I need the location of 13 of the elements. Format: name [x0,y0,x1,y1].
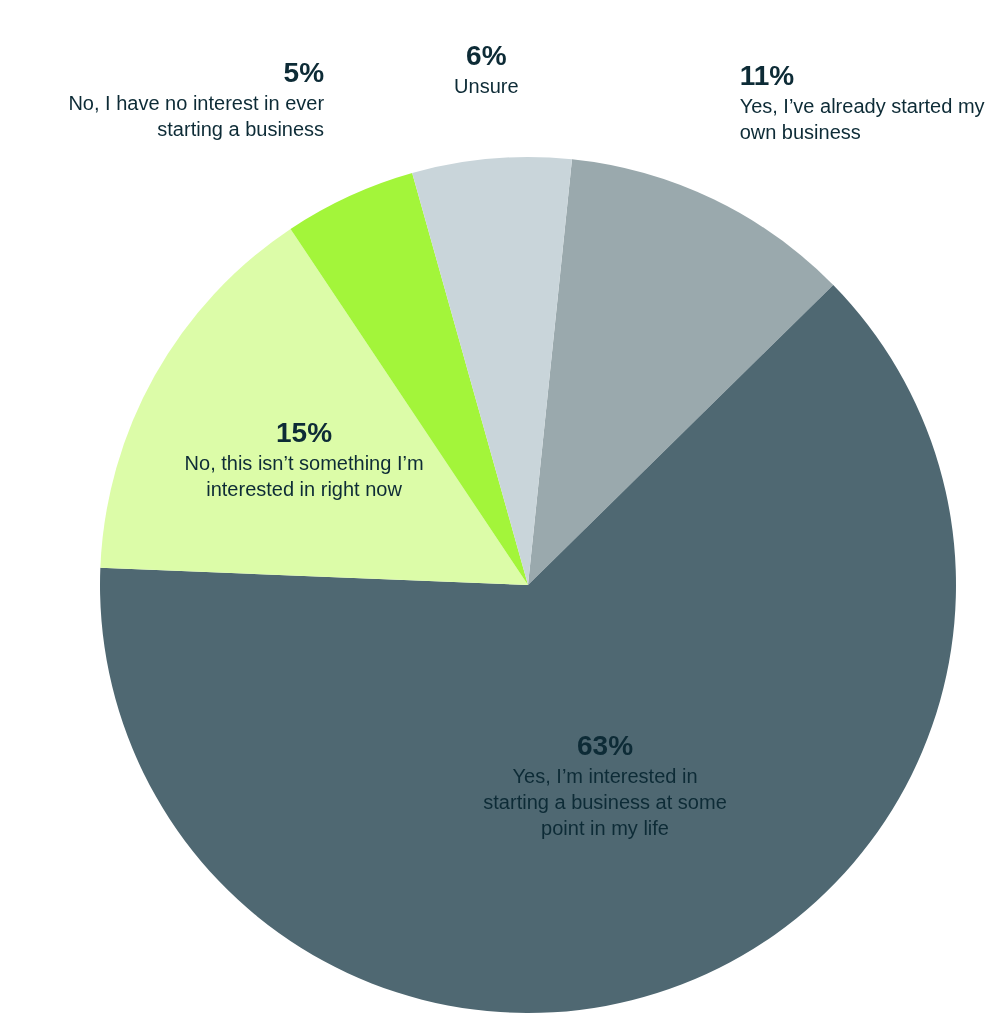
data-label: 6% [466,39,507,71]
pie-slice [100,228,528,585]
slice-label: Yes, I’m interested in starting a business at some point in my life [483,764,727,839]
pie-slice [100,285,956,1013]
slice-label: Yes, I’ve already started my own business [739,95,985,144]
data-label: 63% [577,729,634,761]
slice-label: No, this isn’t something I’m interested in right now [184,452,424,501]
data-label: 15% [276,417,333,449]
slice-label: Unsure [454,74,519,97]
data-label: 11% [739,60,795,92]
pie-slice [528,159,834,585]
data-label: 5% [283,56,325,88]
slice-label: No, I have no interest in ever starting a business [68,91,325,140]
